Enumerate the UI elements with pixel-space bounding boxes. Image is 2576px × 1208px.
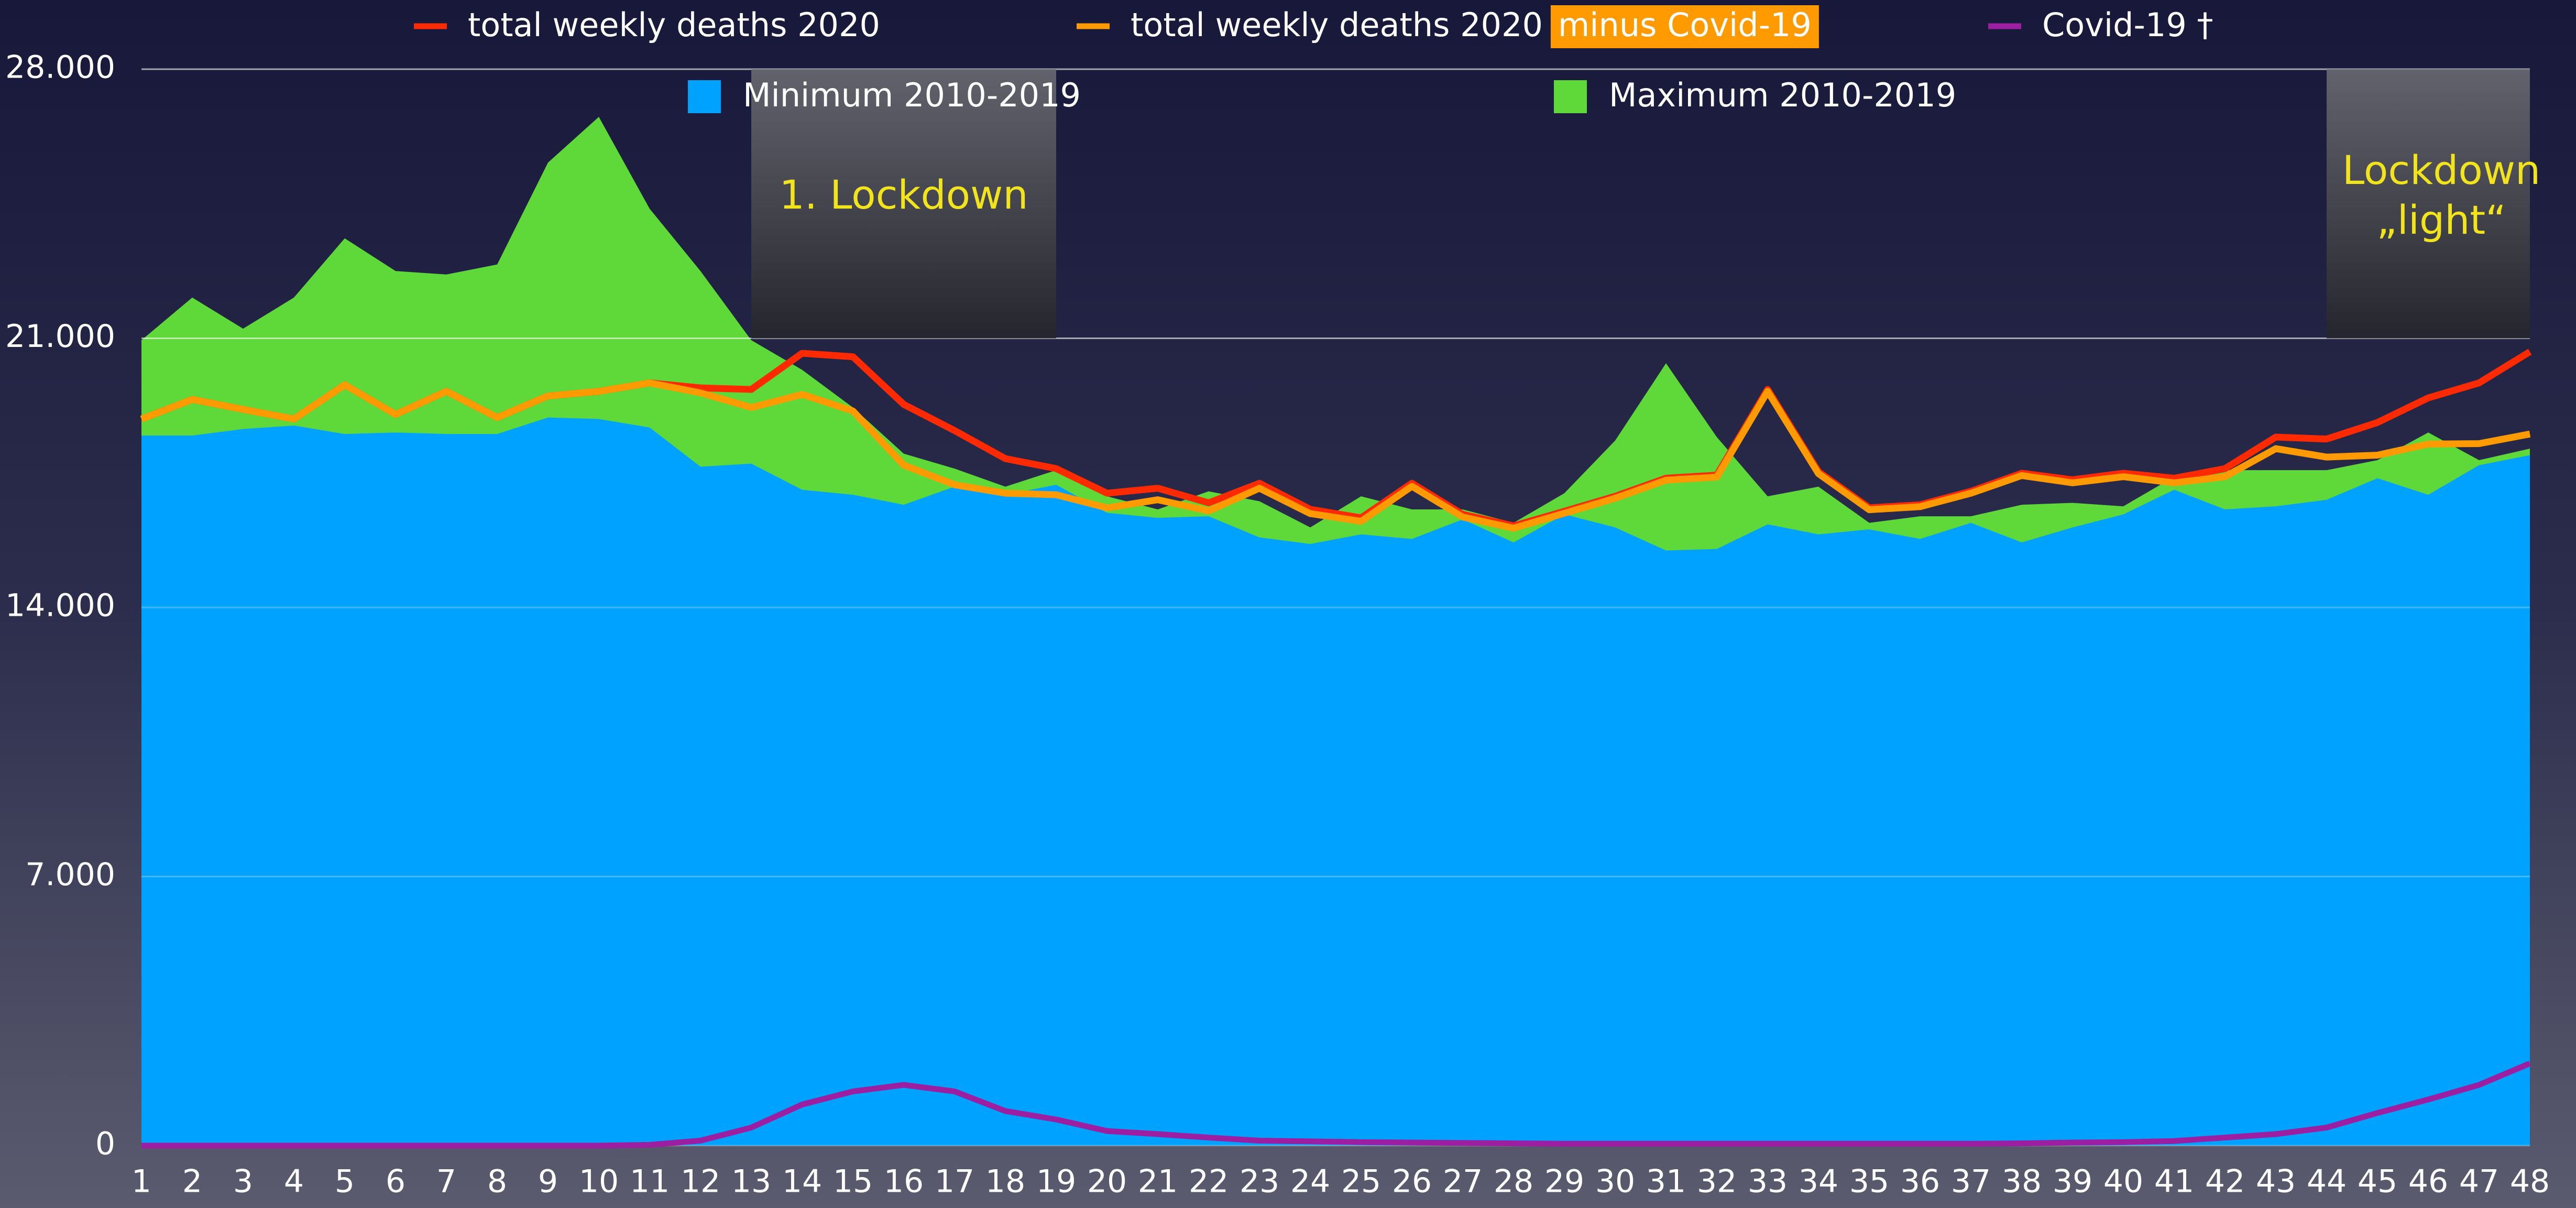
x-tick-label: 29 [1544,1163,1584,1200]
x-tick-label: 5 [335,1163,355,1200]
y-tick-label: 14.000 [5,587,115,624]
area [141,417,2530,1146]
x-tick-label: 45 [2358,1163,2397,1200]
x-tick-label: 23 [1240,1163,1279,1200]
x-tick-label: 26 [1392,1163,1432,1200]
lockdown-region [2327,69,2530,339]
x-tick-label: 42 [2205,1163,2245,1200]
legend-label: total weekly deaths 2020 [468,6,880,44]
x-tick-label: 6 [386,1163,405,1200]
x-tick-label: 40 [2103,1163,2143,1200]
x-tick-label: 46 [2408,1163,2448,1200]
x-tick-label: 38 [2002,1163,2042,1200]
region-label: Lockdown [2342,147,2540,193]
x-tick-label: 10 [579,1163,619,1200]
legend-label: total weekly deaths 2020 [1131,6,1543,44]
x-tick-label: 22 [1189,1163,1229,1200]
x-tick-label: 44 [2307,1163,2347,1200]
legend-swatch [688,80,721,113]
line [140,379,2531,532]
region-label: „light“ [2376,197,2506,243]
x-tick-label: 13 [731,1163,771,1200]
y-tick-label: 0 [95,1126,115,1162]
x-tick-label: 8 [487,1163,507,1200]
x-tick-label: 33 [1748,1163,1788,1200]
lockdown-region [751,69,1056,339]
region-label: 1. Lockdown [779,171,1028,218]
x-tick-label: 3 [233,1163,253,1200]
x-tick-label: 11 [630,1163,670,1200]
legend-label: Minimum 2010-2019 [743,76,1081,114]
x-tick-label: 37 [1951,1163,1991,1200]
x-tick-label: 2 [182,1163,202,1200]
x-tick-label: 16 [884,1163,924,1200]
y-tick-label: 28.000 [5,49,115,86]
x-tick-label: 47 [2459,1163,2499,1200]
x-tick-label: 12 [681,1163,720,1200]
legend-swatch [1554,80,1587,113]
legend-label: Covid-19 † [2042,6,2213,44]
x-tick-label: 17 [935,1163,974,1200]
x-tick-label: 15 [833,1163,873,1200]
x-tick-label: 21 [1138,1163,1178,1200]
x-tick-label: 30 [1595,1163,1635,1200]
y-tick-label: 7.000 [25,856,115,893]
line [141,1060,2531,1149]
x-tick-label: 28 [1494,1163,1533,1200]
x-tick-label: 41 [2154,1163,2194,1200]
x-tick-label: 24 [1290,1163,1330,1200]
x-tick-label: 20 [1087,1163,1127,1200]
x-tick-label: 4 [284,1163,304,1200]
x-tick-label: 18 [985,1163,1025,1200]
x-tick-label: 7 [436,1163,456,1200]
x-tick-label: 35 [1849,1163,1889,1200]
x-tick-label: 9 [538,1163,558,1200]
y-tick-label: 21.000 [5,318,115,355]
x-tick-label: 25 [1341,1163,1381,1200]
x-tick-label: 34 [1799,1163,1838,1200]
x-tick-label: 14 [782,1163,822,1200]
x-tick-label: 43 [2256,1163,2296,1200]
legend-label: Maximum 2010-2019 [1609,76,1956,114]
x-tick-label: 39 [2053,1163,2092,1200]
x-tick-label: 1 [131,1163,151,1200]
x-tick-label: 32 [1697,1163,1737,1200]
x-tick-label: 19 [1036,1163,1076,1200]
x-tick-label: 48 [2510,1163,2550,1200]
x-tick-label: 36 [1900,1163,1940,1200]
legend-label-highlight: minus Covid-19 [1558,6,1812,44]
x-tick-label: 27 [1443,1163,1483,1200]
legend-highlight [1550,5,1819,48]
x-tick-label: 31 [1646,1163,1686,1200]
